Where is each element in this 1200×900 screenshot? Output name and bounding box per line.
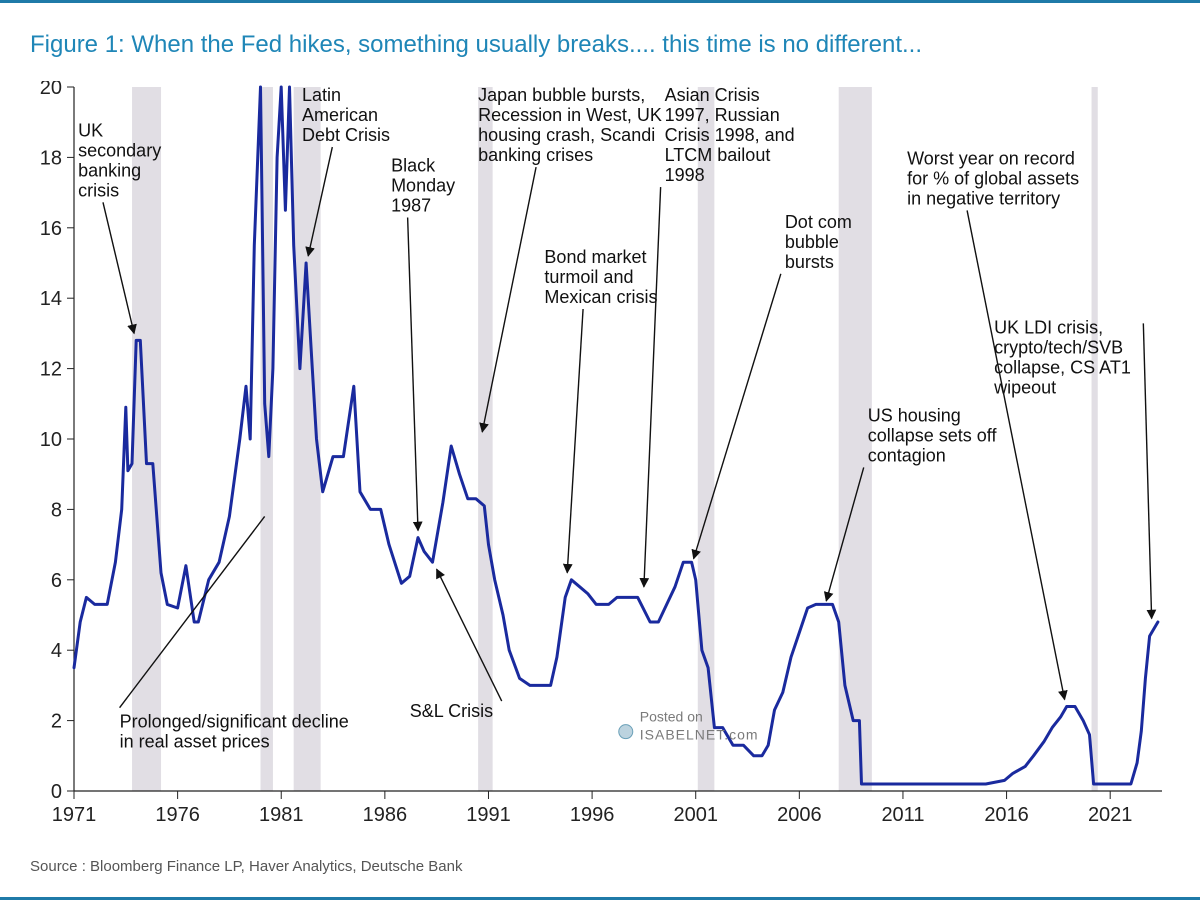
svg-text:UK LDI crisis,crypto/tech/SVBc: UK LDI crisis,crypto/tech/SVBcollapse, C… <box>993 317 1131 397</box>
svg-text:2016: 2016 <box>984 804 1029 826</box>
svg-text:1971: 1971 <box>52 804 97 826</box>
svg-text:20: 20 <box>40 81 62 99</box>
svg-text:1986: 1986 <box>363 804 408 826</box>
svg-text:1991: 1991 <box>466 804 511 826</box>
svg-text:2: 2 <box>51 711 62 733</box>
svg-text:2011: 2011 <box>881 804 924 826</box>
source-attribution: Source : Bloomberg Finance LP, Haver Ana… <box>30 858 462 875</box>
svg-text:Posted on: Posted on <box>640 709 703 725</box>
svg-text:BlackMonday1987: BlackMonday1987 <box>391 155 455 215</box>
svg-text:1976: 1976 <box>155 804 200 826</box>
svg-text:Worst year on recordfor % of g: Worst year on recordfor % of global asse… <box>907 148 1079 208</box>
svg-text:Asian Crisis1997, RussianCrisi: Asian Crisis1997, RussianCrisis 1998, an… <box>665 85 795 185</box>
svg-text:1996: 1996 <box>570 804 615 826</box>
chart-title: Figure 1: When the Fed hikes, something … <box>30 31 1174 59</box>
svg-text:S&L Crisis: S&L Crisis <box>410 701 493 721</box>
svg-text:18: 18 <box>40 147 62 169</box>
svg-text:8: 8 <box>51 499 62 521</box>
svg-text:4: 4 <box>51 640 62 662</box>
chart-container: 0 2 4 6 8 10 12 14 16 18 20 1971 1976 1981 1986 1991 199… <box>26 81 1174 835</box>
svg-text:0: 0 <box>51 781 62 803</box>
svg-text:ISABELNET.com: ISABELNET.com <box>640 727 759 743</box>
fed-hikes-chart: 0 2 4 6 8 10 12 14 16 18 20 1971 1976 1981 1986 1991 199… <box>26 81 1174 835</box>
svg-text:US housingcollapse sets offcon: US housingcollapse sets offcontagion <box>868 405 998 465</box>
svg-text:10: 10 <box>40 429 62 451</box>
svg-text:2021: 2021 <box>1088 804 1133 826</box>
svg-text:2001: 2001 <box>673 804 718 826</box>
svg-text:2006: 2006 <box>777 804 822 826</box>
svg-text:1981: 1981 <box>259 804 304 826</box>
svg-text:14: 14 <box>40 288 62 310</box>
svg-text:Bond marketturmoil andMexican: Bond marketturmoil andMexican crisis <box>544 247 657 307</box>
svg-text:12: 12 <box>40 359 62 381</box>
svg-text:16: 16 <box>40 218 62 240</box>
svg-text:6: 6 <box>51 570 62 592</box>
svg-text:LatinAmericanDebt Crisis: LatinAmericanDebt Crisis <box>302 85 390 145</box>
svg-text:Japan bubble bursts,Recession: Japan bubble bursts,Recession in West, U… <box>478 85 662 165</box>
